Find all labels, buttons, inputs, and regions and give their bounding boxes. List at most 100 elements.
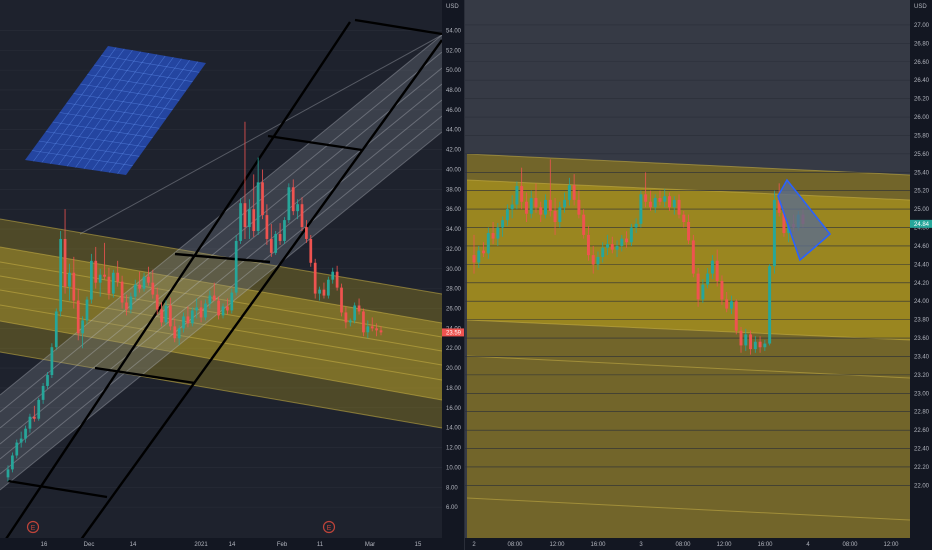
x-tick-label: 12:00	[716, 542, 732, 548]
candle	[658, 190, 662, 206]
candle	[103, 242, 106, 280]
candle	[133, 279, 137, 301]
y-tick-label: 26.00	[914, 115, 930, 121]
y-tick-label: 20.00	[446, 366, 462, 372]
y-tick-label: 14.00	[446, 426, 462, 432]
candle	[107, 267, 111, 300]
candle	[524, 192, 528, 223]
candle	[326, 276, 330, 299]
candle	[305, 220, 308, 243]
y-tick-label: 26.40	[914, 78, 930, 84]
candle	[486, 227, 490, 259]
left-grey-channel-fill	[0, 35, 442, 490]
earnings-marker-1: E	[31, 525, 36, 532]
right-channel-inner-fill	[467, 180, 910, 340]
candle	[353, 302, 357, 324]
candle	[226, 298, 229, 315]
y-tick-label: 46.00	[446, 108, 462, 114]
right-chart-panel[interactable]	[465, 0, 911, 538]
candle	[138, 271, 142, 293]
candle	[515, 181, 519, 210]
candle	[300, 197, 304, 232]
candle	[567, 177, 571, 206]
y-tick-label: 50.00	[446, 68, 462, 74]
candle	[313, 258, 317, 299]
earnings-marker-2: E	[327, 525, 332, 532]
candle	[247, 199, 251, 239]
candle	[252, 174, 256, 237]
right-gridlines	[465, 24, 910, 486]
y-tick-label: 25.40	[914, 170, 930, 176]
candle	[199, 300, 203, 323]
candle	[212, 282, 216, 301]
left-price-axis[interactable]: USD 6.00 8.00 10.00 12.00 14.00 16.00 18.00 20.…	[442, 0, 464, 550]
candle	[46, 372, 49, 389]
candle	[653, 194, 657, 213]
left-chart-panel[interactable]: E E	[0, 0, 443, 549]
y-tick-label: 18.00	[446, 386, 462, 392]
candle	[648, 190, 652, 211]
left-black-trendlines	[0, 18, 443, 549]
candle	[177, 325, 181, 346]
candle	[491, 222, 495, 245]
left-candles	[6, 121, 383, 482]
y-tick-label: 23.60	[914, 336, 930, 342]
y-tick-label: 22.80	[914, 410, 930, 416]
candle	[529, 190, 533, 219]
y-tick-label: 27.00	[914, 23, 930, 29]
candle	[596, 251, 600, 270]
candle	[335, 265, 339, 291]
candle	[331, 267, 335, 284]
candle	[68, 263, 71, 301]
candle	[98, 268, 102, 297]
candle	[173, 318, 177, 343]
y-tick-label: 22.00	[914, 483, 930, 489]
candle	[234, 234, 238, 296]
candle	[534, 183, 538, 213]
candle	[370, 317, 374, 332]
y-tick-label: 34.00	[446, 227, 462, 233]
x-tick-label: 15	[415, 542, 422, 548]
candle	[539, 201, 543, 223]
candle	[758, 336, 762, 353]
candle	[677, 194, 681, 219]
candle	[37, 397, 41, 421]
candle	[28, 413, 32, 433]
y-tick-label: 22.60	[914, 428, 930, 434]
y-tick-label: 24.40	[914, 262, 930, 268]
y-tick-label: 24.20	[914, 281, 930, 287]
candle	[715, 249, 719, 287]
candle	[151, 269, 155, 299]
candle	[204, 299, 207, 321]
candle	[111, 269, 115, 298]
candle	[85, 296, 89, 325]
panel-divider	[464, 0, 465, 550]
candle	[318, 286, 321, 301]
right-y-tick-labels: 22.00 22.20 22.40 22.60 22.80 23.00 23.20 23.40…	[914, 23, 930, 489]
candle	[186, 306, 190, 328]
y-tick-label: 54.00	[446, 28, 462, 34]
x-tick-label: 2021	[194, 542, 208, 548]
candle	[344, 306, 348, 329]
y-tick-label: 26.60	[914, 60, 930, 66]
y-tick-label: 26.00	[446, 306, 462, 312]
candle	[644, 172, 648, 208]
candle	[606, 234, 609, 256]
candle	[243, 121, 247, 239]
y-tick-label: 25.60	[914, 152, 930, 158]
candle	[763, 339, 767, 351]
candle	[190, 307, 194, 327]
candle	[639, 190, 643, 228]
left-last-price-label: 23.59	[446, 331, 462, 337]
candle	[586, 225, 590, 261]
right-price-axis[interactable]: USD 22.0022.2022.4022.6022.8023.0023.202…	[910, 0, 932, 550]
candle	[94, 246, 98, 289]
y-tick-label: 44.00	[446, 128, 462, 134]
y-tick-label: 48.00	[446, 88, 462, 94]
time-axis[interactable]: 16 Dec 14 2021 14 Feb 11 Mar 15 2 08:00 12:00 16:00…	[0, 538, 932, 550]
y-tick-label: 23.80	[914, 318, 930, 324]
y-tick-label: 26.20	[914, 97, 930, 103]
candle	[744, 328, 748, 351]
candle	[691, 234, 695, 278]
candle	[634, 218, 638, 234]
